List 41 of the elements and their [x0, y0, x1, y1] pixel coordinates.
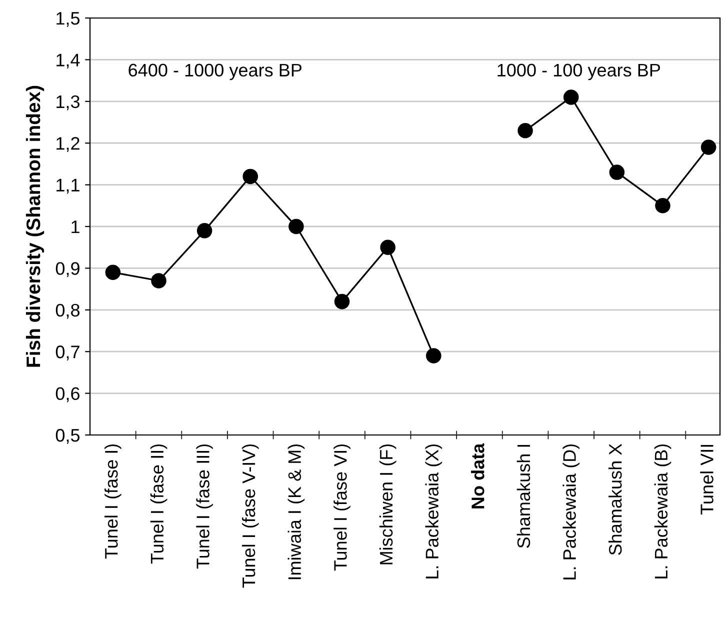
point [242, 168, 258, 184]
y-tick-label: 0,6 [56, 387, 80, 402]
point [288, 218, 304, 234]
point [380, 240, 396, 255]
point [700, 140, 716, 155]
y-tick-label: 1,2 [56, 137, 80, 152]
point [105, 264, 121, 280]
x-tick-label: Tunel I (fase II) [150, 444, 168, 564]
point [196, 223, 212, 238]
x-tick-label: Tunel I (fase V-IV) [242, 444, 259, 588]
x-tick-label: Shamakush I [516, 444, 530, 548]
y-tick-label: 1,1 [56, 178, 80, 194]
point [563, 90, 579, 105]
y-tick-label: 1,5 [56, 12, 80, 27]
x-tick-label: Tunel I (fase I) [104, 444, 122, 559]
annotation: 6400 - 1000 years BP [128, 64, 302, 80]
x-tick-label: Imiwaia I (K & M) [288, 444, 305, 580]
y-tick-label: 0,5 [56, 428, 80, 444]
x-tick-label: Tunel I (fase III) [196, 444, 213, 569]
point [518, 122, 533, 138]
annotation: 1000 - 100 years BP [498, 64, 660, 80]
x-tick-label: L. Packewaia (D) [562, 444, 580, 580]
x-tick-label: Tunel VII [700, 444, 714, 515]
point [151, 273, 166, 288]
y-tick-label: 0,7 [56, 346, 80, 360]
y-tick-label: 0,9 [56, 262, 80, 278]
point [334, 294, 350, 310]
x-tick-label: No data [471, 443, 484, 508]
x-tick-label: Shamakush X [608, 444, 622, 555]
y-tick-label: 0,8 [56, 304, 80, 319]
point [655, 198, 670, 214]
y-tick-label: 1,4 [56, 54, 80, 69]
y-tick-label: 1,3 [56, 95, 80, 110]
point [609, 164, 625, 180]
x-tick-label: L. Packewaia (B) [654, 444, 672, 578]
y-tick-label: 1 [72, 220, 80, 234]
x-tick-label: Mischiwen I (F) [379, 444, 396, 564]
y-axis-title: Fish diversity (Shannon index) [26, 86, 44, 367]
x-tick-label: L. Packewaia (X) [425, 444, 442, 578]
point [426, 348, 442, 364]
x-tick-label: Tunel I (fase VI) [334, 444, 350, 571]
